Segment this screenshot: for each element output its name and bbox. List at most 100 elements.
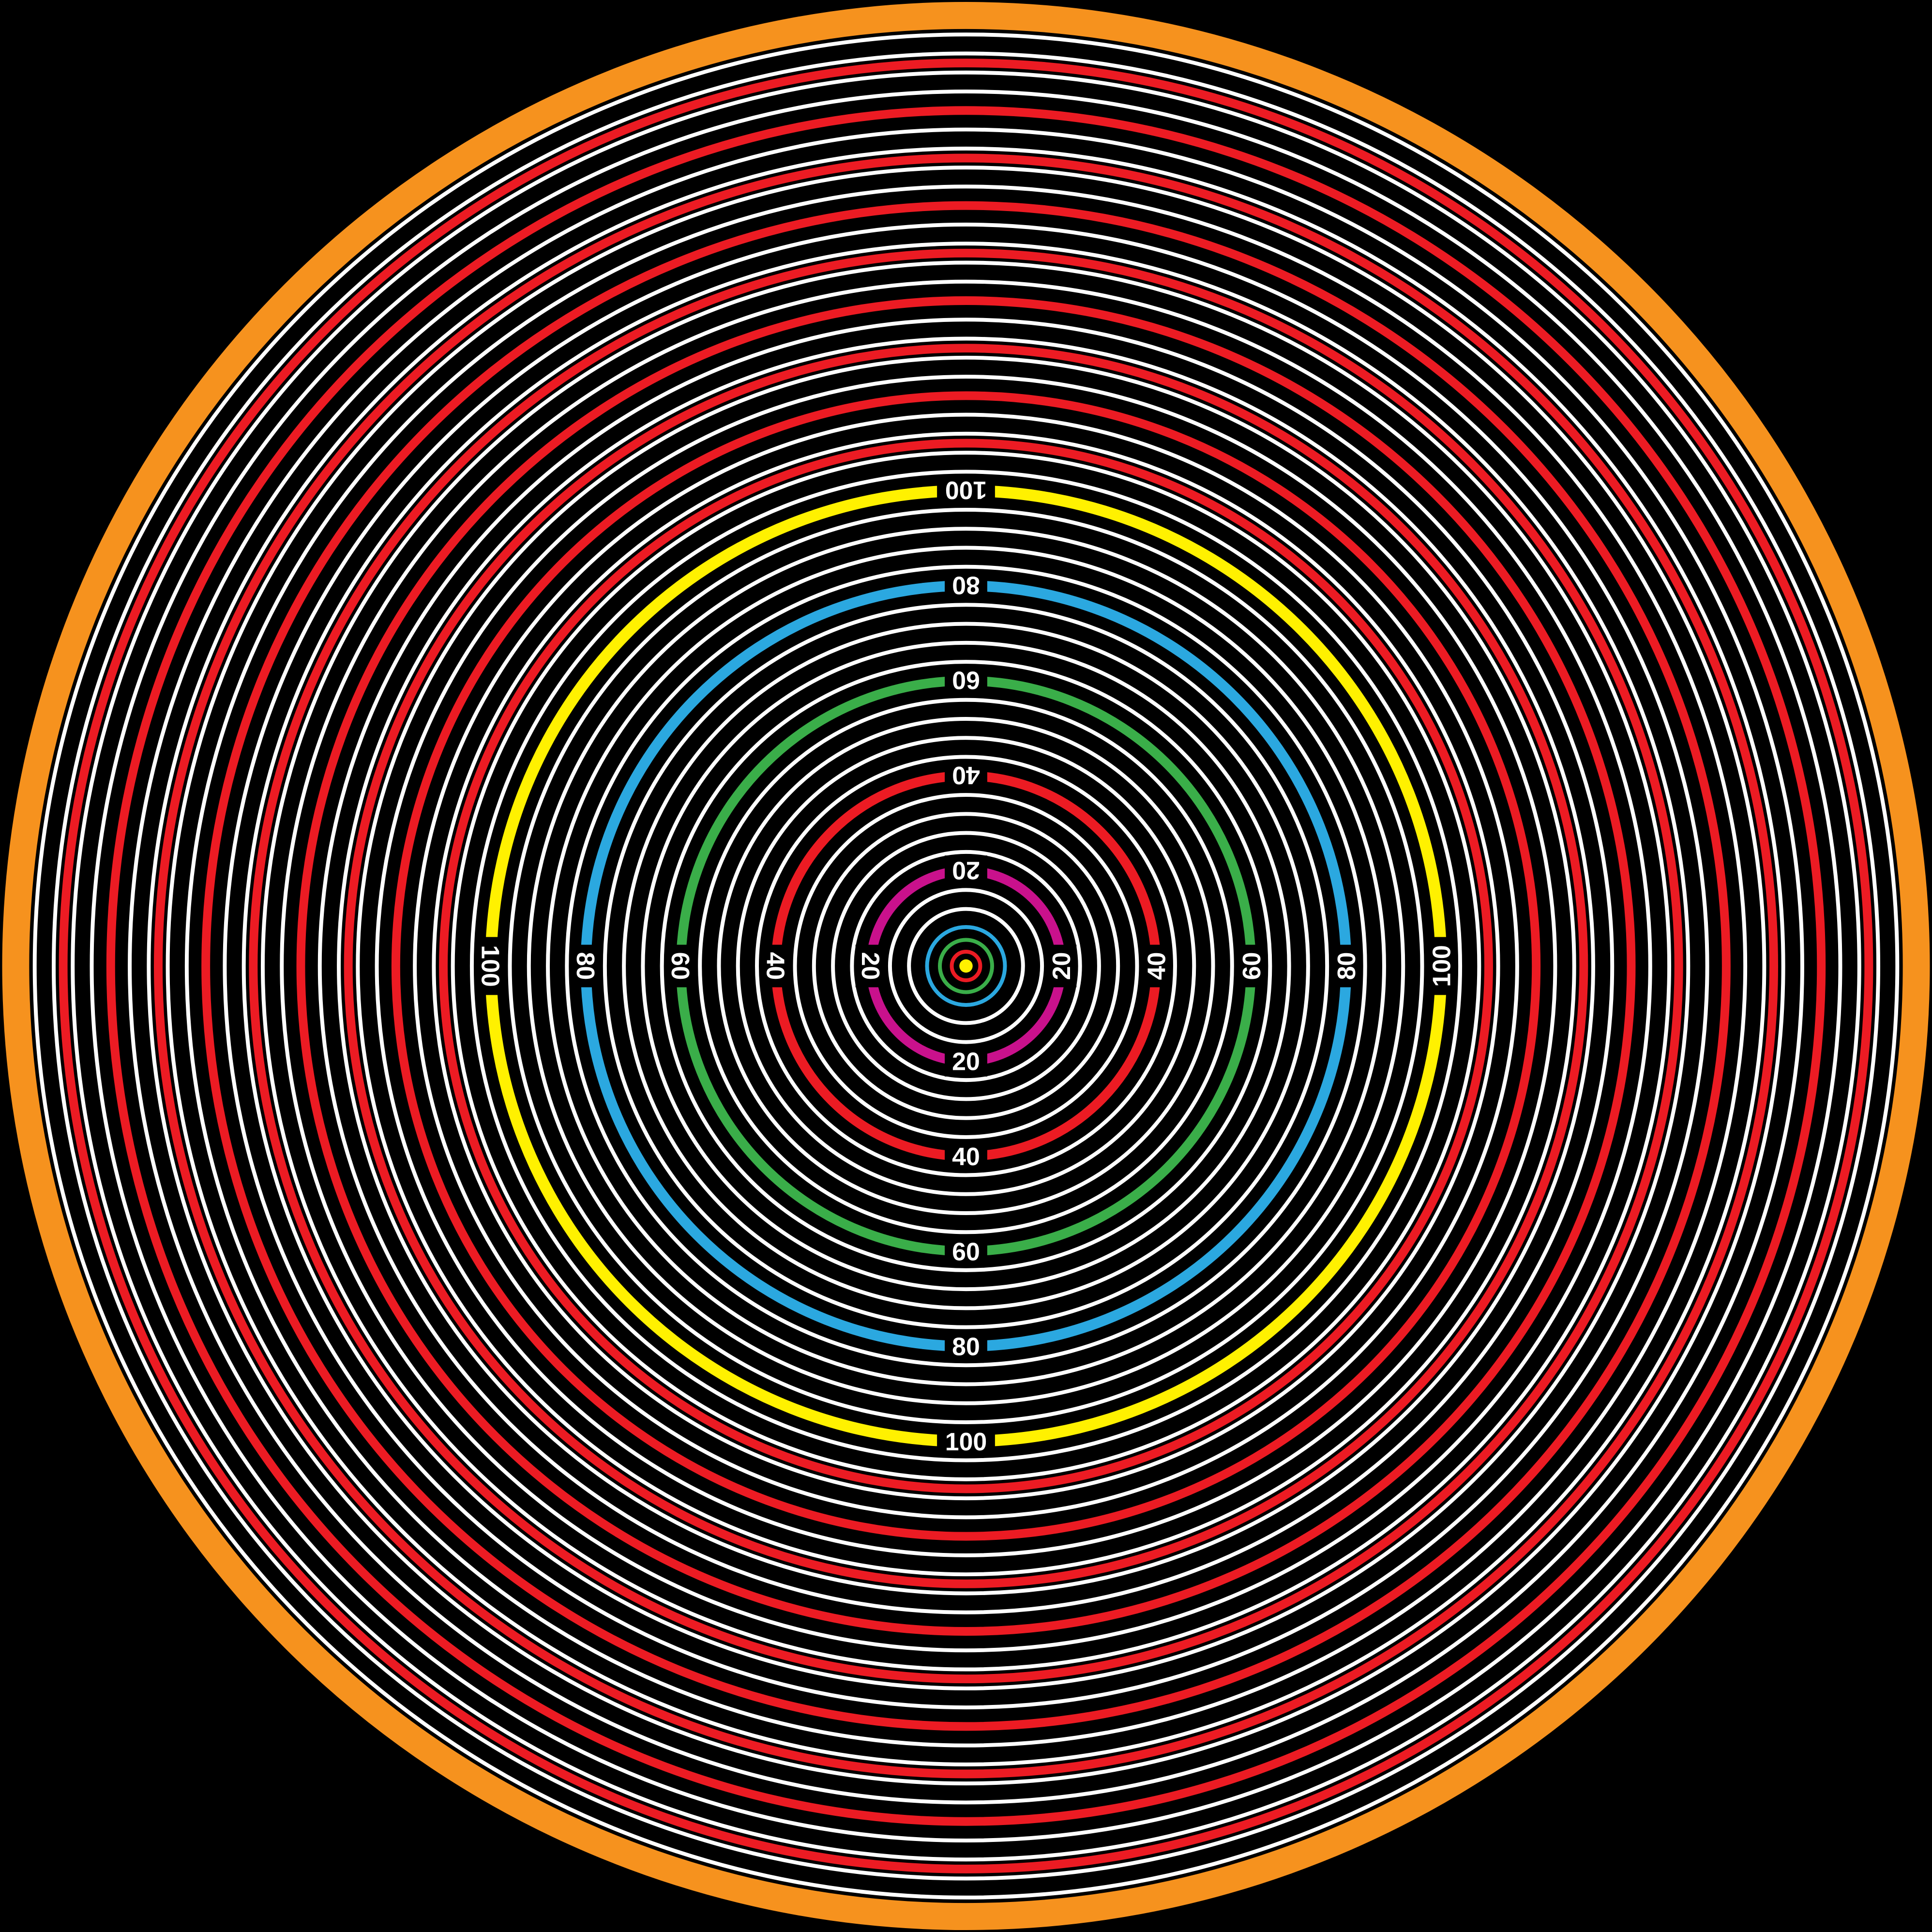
ring-outer-red-150 <box>249 248 1683 1684</box>
axis-label-bg <box>570 944 602 988</box>
axis-label-bg <box>760 944 792 988</box>
ring-grid-white-36 <box>793 793 1139 1139</box>
axis-label-left-80: 80 <box>570 944 602 988</box>
axis-label-bg <box>945 760 987 791</box>
ring-grid-white-104 <box>469 470 1463 1462</box>
ring-grid-white-112 <box>432 431 1500 1501</box>
ring-grid-white-48 <box>736 736 1196 1196</box>
ring-grid-white-176 <box>128 127 1804 1805</box>
ring-mini-green-5.5 <box>938 938 994 994</box>
axis-label-bg <box>945 1141 987 1172</box>
axis-label-text: 60 <box>952 667 980 695</box>
axis-label-text: 20 <box>1047 952 1075 980</box>
axis-label-left-40: 40 <box>760 944 792 988</box>
ring-grid-white-108 <box>451 451 1481 1481</box>
axis-label-bg <box>1330 944 1362 988</box>
axis-label-left-100: 100 <box>475 937 507 995</box>
axis-label-right-40: 40 <box>1140 944 1172 988</box>
axis-label-top-80: 80 <box>945 570 987 601</box>
axis-label-text: 100 <box>945 1428 987 1456</box>
ring-mini-red-3 <box>950 950 982 982</box>
ring-grid-white-172 <box>147 146 1785 1786</box>
ring-grid-white-92 <box>527 527 1405 1405</box>
ring-outer-red-160 <box>201 201 1731 1731</box>
axis-label-bg <box>945 570 987 601</box>
axis-label-text: 40 <box>952 761 980 790</box>
axis-label-bottom-40: 40 <box>945 1141 987 1172</box>
ring-outer-red-130 <box>344 344 1588 1588</box>
axis-label-bg <box>1045 944 1077 988</box>
ring-grid-white-144 <box>280 279 1652 1653</box>
axis-label-text: 20 <box>857 952 885 980</box>
ring-grid-white-124 <box>375 375 1557 1557</box>
axis-label-text: 100 <box>477 945 505 987</box>
ring-grid-white-68 <box>641 640 1291 1292</box>
axis-label-bg <box>945 1331 987 1362</box>
axis-label-top-20: 20 <box>945 855 987 887</box>
ring-outer-red-140 <box>296 296 1636 1636</box>
axis-label-bg <box>945 665 987 697</box>
axis-label-text: 100 <box>945 476 987 504</box>
ring-grid-white-132 <box>337 336 1595 1596</box>
ring-grid-white-184 <box>90 90 1842 1842</box>
axis-label-text: 100 <box>1427 945 1455 987</box>
ring-outer-red-190 <box>59 59 1873 1873</box>
ring-outer-red-180 <box>106 106 1826 1826</box>
ring-grid-white-72 <box>622 622 1310 1310</box>
ring-grid-white-192 <box>51 51 1881 1881</box>
ring-grid-white-88 <box>546 546 1386 1386</box>
axis-label-bg <box>665 944 696 988</box>
ring-grid-white-28 <box>831 831 1101 1101</box>
axis-label-left-20: 20 <box>855 944 887 988</box>
ring-grid-white-152 <box>242 242 1690 1690</box>
axis-label-text: 80 <box>572 952 600 980</box>
axis-label-text: 60 <box>1238 952 1266 980</box>
ring-grid-white-64 <box>660 660 1272 1272</box>
ring-grid-white-12 <box>907 907 1025 1025</box>
axis-label-right-60: 60 <box>1236 944 1267 988</box>
ring-grid-white-56 <box>698 698 1234 1234</box>
axis-label-text: 80 <box>952 1333 980 1361</box>
axis-label-left-60: 60 <box>665 944 696 988</box>
ring-grid-white-44 <box>755 755 1177 1177</box>
axis-label-text: 20 <box>952 1048 980 1076</box>
axis-label-text: 80 <box>1332 952 1360 980</box>
axis-label-text: 20 <box>952 856 980 884</box>
axis-label-bg <box>945 1235 987 1267</box>
axis-label-bottom-100: 100 <box>937 1426 995 1457</box>
axis-label-text: 40 <box>952 1142 980 1171</box>
axis-label-bg <box>1236 944 1267 988</box>
ring-grid-white-84 <box>565 564 1367 1368</box>
ring-outer-red-170 <box>153 153 1779 1779</box>
ring-grid-white-52 <box>717 716 1215 1216</box>
axis-label-right-80: 80 <box>1330 944 1362 988</box>
axis-label-bg <box>1140 944 1172 988</box>
ring-grid-white-168 <box>166 166 1766 1766</box>
axis-label-bottom-80: 80 <box>945 1331 987 1362</box>
ring-grid-white-188 <box>71 70 1861 1862</box>
ring-grid-white-76 <box>603 603 1329 1329</box>
ring-grid-white-164 <box>184 184 1748 1748</box>
axis-label-bg <box>937 475 995 506</box>
axis-label-text: 60 <box>666 952 694 980</box>
ring-mini-blue-8.2 <box>925 925 1007 1007</box>
ring-outer-red-110 <box>439 439 1493 1493</box>
axis-label-bg <box>937 1426 995 1457</box>
axis-label-bottom-60: 60 <box>945 1235 987 1267</box>
ring-grid-white-148 <box>260 260 1672 1672</box>
axis-label-bg <box>1425 937 1457 995</box>
axis-label-right-100: 100 <box>1425 937 1457 995</box>
axis-label-top-40: 40 <box>945 760 987 791</box>
axis-label-bg <box>475 937 507 995</box>
axis-label-bg <box>945 855 987 887</box>
ring-grid-white-24 <box>850 850 1082 1082</box>
ring-grid-white-116 <box>413 412 1519 1520</box>
axis-label-right-20: 20 <box>1045 944 1077 988</box>
ring-grid-white-16 <box>888 888 1044 1044</box>
ring-grid-white-196 <box>32 32 1900 1900</box>
ring-outer-red-120 <box>391 391 1541 1541</box>
ring-grid-white-32 <box>812 812 1120 1120</box>
